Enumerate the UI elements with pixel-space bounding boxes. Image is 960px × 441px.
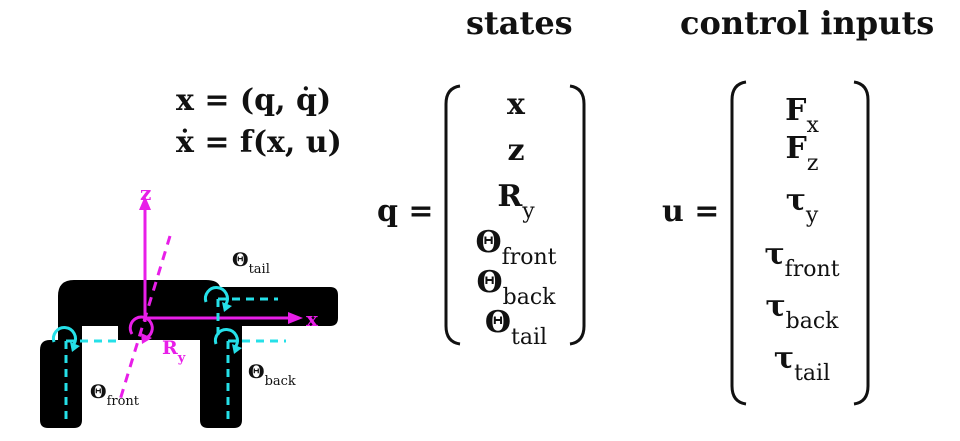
x-axis-label: x bbox=[306, 307, 319, 331]
theta-tail-label: Θtail bbox=[232, 249, 270, 277]
dynamics-equation: ẋ = f(x, u) bbox=[176, 125, 342, 160]
z-axis-label: z bbox=[140, 181, 151, 205]
state-entry: x bbox=[507, 87, 525, 122]
state-entry: Ry bbox=[497, 179, 535, 224]
front-joint-arrowhead bbox=[70, 342, 80, 352]
state-entry: Θback bbox=[476, 265, 556, 310]
theta-front-label: Θfront bbox=[90, 381, 140, 409]
robot-body bbox=[40, 280, 338, 428]
state-entry: z bbox=[507, 133, 525, 168]
control-vector-lhs: u = bbox=[662, 194, 720, 229]
ry-rotation-arrowhead bbox=[141, 333, 152, 344]
control-entry: Fz bbox=[785, 131, 819, 176]
back-joint-arrowhead bbox=[232, 344, 242, 354]
states-header: states bbox=[466, 4, 573, 42]
state-vector-right-bracket bbox=[569, 84, 586, 346]
state-vector-entries: x z Ry Θfront Θback Θtail bbox=[464, 82, 568, 350]
control-entry: τtail bbox=[773, 341, 831, 386]
robot-diagram: z x Ry Θtail Θfront Θback bbox=[40, 181, 338, 428]
state-entry: Θfront bbox=[475, 225, 557, 270]
control-entry: τfront bbox=[764, 237, 840, 282]
back-joint-rotation-arrow bbox=[213, 328, 239, 347]
tail-joint-arrowhead bbox=[222, 302, 232, 312]
ry-label: Ry bbox=[162, 337, 186, 366]
control-vector-entries: Fx Fz τy τfront τback τtail bbox=[750, 88, 854, 386]
state-vector-left-bracket bbox=[444, 84, 461, 346]
tail-joint-rotation-arrow bbox=[203, 286, 229, 305]
control-vector-right-bracket bbox=[853, 80, 870, 406]
control-inputs-header: control inputs bbox=[680, 4, 935, 42]
state-entry: Θtail bbox=[484, 305, 548, 350]
control-entry: τback bbox=[765, 289, 839, 334]
state-vector-lhs: q = bbox=[377, 194, 434, 229]
z-axis-arrowhead bbox=[139, 196, 151, 210]
theta-back-label: Θback bbox=[248, 361, 296, 389]
control-entry: τy bbox=[785, 183, 819, 228]
control-entry: Fx bbox=[785, 93, 819, 138]
control-vector-left-bracket bbox=[730, 80, 747, 406]
x-axis-arrowhead bbox=[288, 312, 303, 324]
state-definition-equation: x = (q, q̇) bbox=[176, 83, 332, 118]
ry-rotation-arrow bbox=[128, 315, 154, 340]
front-joint-rotation-arrow bbox=[51, 326, 77, 345]
